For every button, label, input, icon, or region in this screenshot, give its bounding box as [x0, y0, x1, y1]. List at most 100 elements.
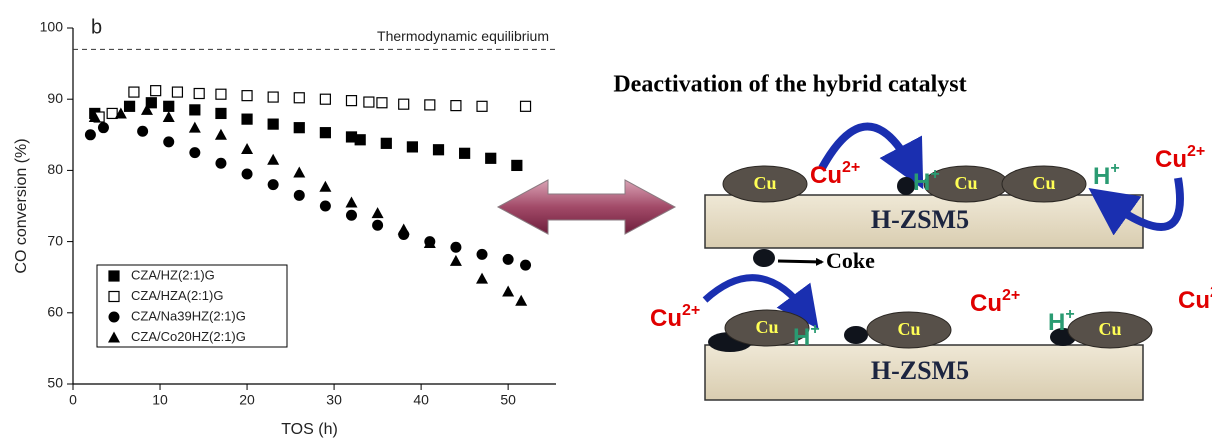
point	[241, 143, 253, 154]
point	[319, 181, 331, 192]
point	[268, 179, 279, 190]
legend-marker	[109, 292, 119, 302]
y-tick-label: 50	[47, 375, 63, 391]
support-label: H-ZSM5	[871, 356, 969, 385]
ion-charge: +	[1065, 306, 1074, 323]
legend-label: CZA/HZ(2:1)G	[131, 267, 215, 282]
point	[242, 168, 253, 179]
point	[460, 148, 470, 158]
ion-charge: +	[810, 321, 819, 338]
x-axis-label: TOS (h)	[281, 421, 338, 438]
point	[477, 249, 488, 260]
ion: Cu2+	[810, 159, 860, 189]
ion-base: Cu	[650, 305, 682, 332]
point	[407, 142, 417, 152]
particle-label: Cu	[954, 173, 977, 193]
point	[320, 94, 330, 104]
legend-label: CZA/HZA(2:1)G	[131, 288, 223, 303]
point	[515, 295, 527, 306]
point	[129, 87, 139, 97]
point	[151, 86, 161, 96]
legend-marker	[109, 271, 119, 281]
y-tick-label: 70	[47, 232, 63, 248]
point	[502, 285, 514, 296]
ion-charge: 2+	[842, 159, 860, 176]
ion-base: Cu	[1178, 287, 1210, 314]
ion-base: H	[913, 169, 930, 196]
point	[521, 101, 531, 111]
point	[320, 128, 330, 138]
point	[242, 91, 252, 101]
ion-charge: 2+	[682, 302, 700, 319]
y-tick-label: 100	[40, 19, 64, 35]
ion: Cu2+	[970, 287, 1020, 317]
particle-label: Cu	[755, 317, 778, 337]
x-tick-label: 10	[152, 392, 168, 408]
point	[399, 99, 409, 109]
support-label: H-ZSM5	[871, 205, 969, 234]
ion: H+	[1093, 160, 1120, 190]
ion-charge: +	[1110, 160, 1119, 177]
ion-base: Cu	[970, 290, 1002, 317]
coke	[753, 249, 775, 267]
point	[215, 158, 226, 169]
point	[364, 97, 374, 107]
point	[164, 101, 174, 111]
double-arrow	[498, 180, 675, 234]
particle-label: Cu	[1032, 173, 1055, 193]
point	[294, 190, 305, 201]
point	[125, 101, 135, 111]
point	[434, 145, 444, 155]
point	[346, 210, 357, 221]
y-tick-label: 90	[47, 90, 63, 106]
point	[372, 220, 383, 231]
ion-base: Cu	[1155, 146, 1187, 173]
point	[190, 105, 200, 115]
coke-arrow	[778, 261, 822, 262]
point	[267, 154, 279, 165]
point	[425, 100, 435, 110]
point	[98, 122, 109, 133]
legend-label: CZA/Co20HZ(2:1)G	[131, 329, 246, 344]
particle-label: Cu	[753, 173, 776, 193]
ion-base: Cu	[810, 162, 842, 189]
panel-label: b	[91, 16, 102, 38]
point	[268, 119, 278, 129]
particle-label: Cu	[897, 319, 920, 339]
x-tick-label: 40	[413, 392, 429, 408]
point	[355, 135, 365, 145]
x-tick-label: 20	[239, 392, 255, 408]
ion-charge: +	[930, 166, 939, 183]
point	[137, 126, 148, 137]
point	[520, 260, 531, 271]
point	[294, 123, 304, 133]
point	[268, 92, 278, 102]
point	[320, 201, 331, 212]
point	[194, 89, 204, 99]
point	[503, 254, 514, 265]
x-tick-label: 0	[69, 392, 77, 408]
y-tick-label: 60	[47, 304, 63, 320]
point	[512, 160, 522, 170]
ion-charge: 2+	[1002, 287, 1020, 304]
point	[163, 136, 174, 147]
ion-charge: 2+	[1187, 143, 1205, 160]
point	[476, 273, 488, 284]
ion-base: H	[1093, 163, 1110, 190]
ion: Cu2+	[1178, 284, 1212, 314]
particle-label: Cu	[1098, 319, 1121, 339]
coke	[844, 326, 868, 344]
point	[372, 207, 384, 218]
point	[293, 167, 305, 178]
y-tick-label: 80	[47, 161, 63, 177]
reference-label: Thermodynamic equilibrium	[377, 28, 549, 44]
transfer-arrow	[705, 278, 806, 312]
point	[163, 111, 175, 122]
ion-base: H	[793, 324, 810, 351]
point	[216, 89, 226, 99]
point	[294, 93, 304, 103]
point	[107, 108, 117, 118]
ion: Cu2+	[650, 302, 700, 332]
y-axis-label: CO conversion (%)	[13, 138, 30, 273]
x-tick-label: 50	[500, 392, 516, 408]
